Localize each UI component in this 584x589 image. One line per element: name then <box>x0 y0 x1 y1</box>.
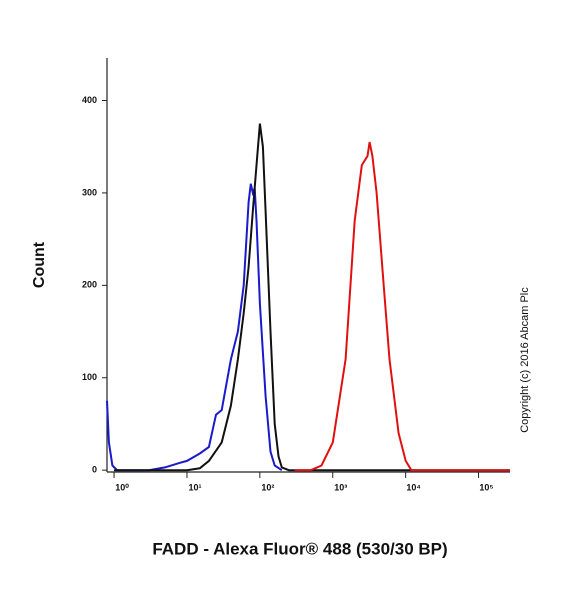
y-tick-label: 100 <box>82 372 97 382</box>
x-tick-label: 10¹ <box>188 482 201 492</box>
x-tick-label: 10⁴ <box>406 482 420 492</box>
y-axis-label: Count <box>31 241 48 288</box>
y-tick-label: 0 <box>92 465 97 475</box>
x-tick-label: 10⁵ <box>479 482 493 492</box>
histogram-line <box>114 123 510 472</box>
y-tick-label: 300 <box>82 187 97 197</box>
y-tick-label: 200 <box>82 280 97 290</box>
x-tick-label: 10² <box>261 482 274 492</box>
y-tick-label: 400 <box>82 95 97 105</box>
histogram-line <box>294 141 510 472</box>
x-tick-label: 10⁰ <box>115 482 129 492</box>
x-axis-label: FADD - Alexa Fluor® 488 (530/30 BP) <box>152 539 447 558</box>
x-tick-label: 10³ <box>334 482 347 492</box>
copyright: Copyright (c) 2016 Abcam Plc <box>519 287 531 433</box>
